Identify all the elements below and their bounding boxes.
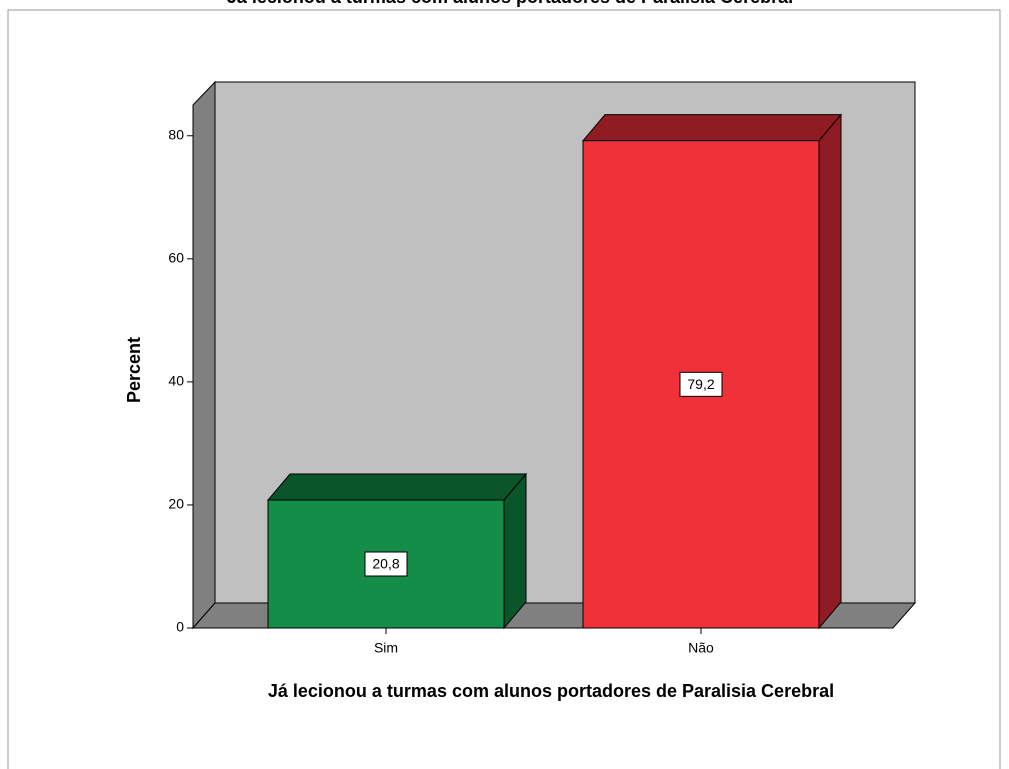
x-tick-label: Não	[688, 640, 714, 656]
value-label-box	[364, 551, 408, 577]
x-axis-label: Já lecionou a turmas com alunos portador…	[267, 681, 835, 701]
y-tick-label: 20	[168, 496, 184, 512]
bar-side	[818, 113, 842, 630]
y-axis-label: Percent	[124, 337, 144, 403]
x-tick-label: Sim	[374, 640, 398, 656]
y-tick-label: 0	[176, 619, 184, 635]
chart-title: Já lecionou a turmas com alunos portador…	[110, 0, 910, 8]
bar-top	[581, 114, 843, 142]
side-wall	[192, 80, 216, 630]
bar-side	[503, 472, 527, 630]
y-tick-label: 40	[168, 373, 184, 389]
frame	[7, 9, 1001, 769]
y-tick-label: 80	[168, 126, 184, 142]
bar-top	[266, 473, 528, 501]
y-tick-label: 60	[168, 250, 184, 266]
value-label-box	[679, 371, 723, 397]
value-label: 20,8	[372, 556, 399, 572]
value-label: 79,2	[687, 376, 714, 392]
